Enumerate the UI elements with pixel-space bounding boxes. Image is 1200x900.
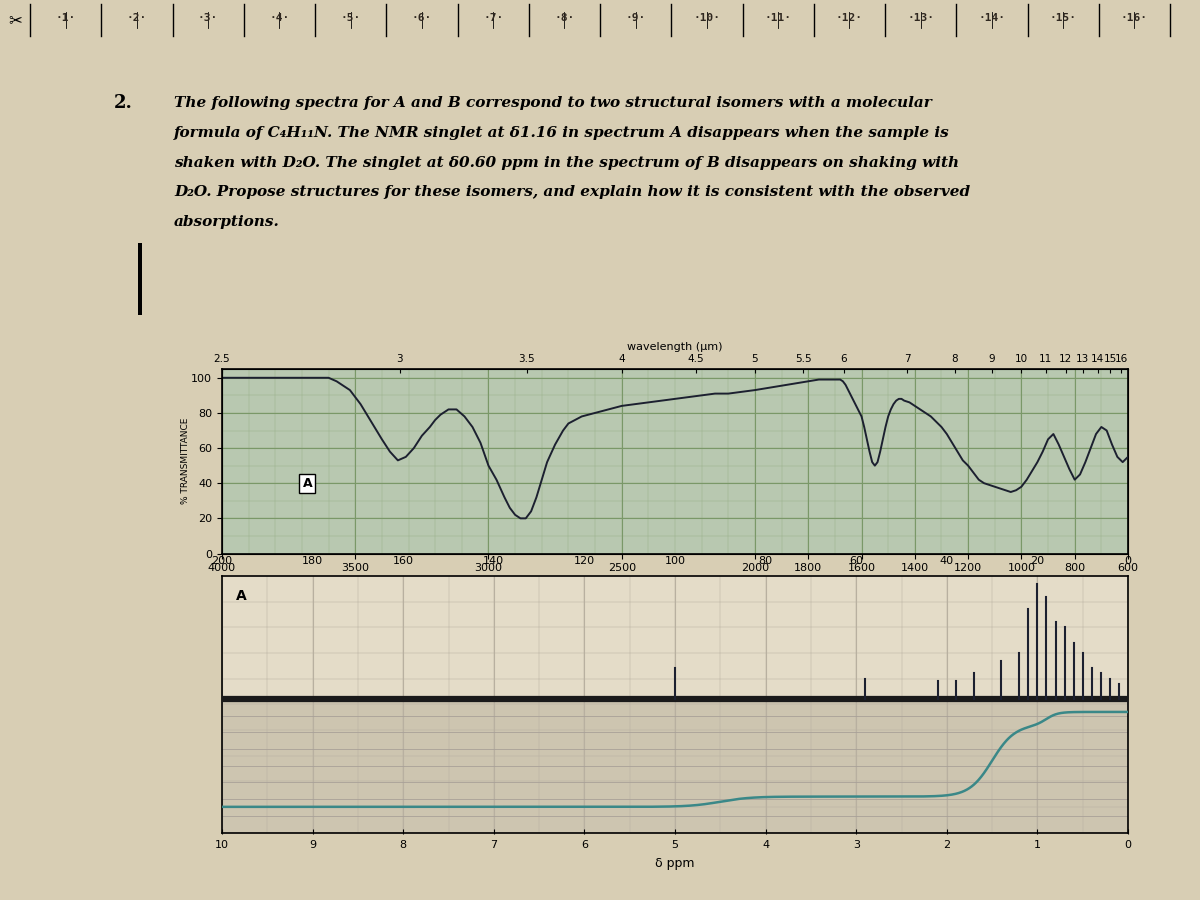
Text: 7: 7: [491, 840, 497, 850]
Text: shaken with D₂O. The singlet at δ0.60 ppm in the spectrum of B disappears on sha: shaken with D₂O. The singlet at δ0.60 pp…: [174, 156, 959, 170]
Text: ·4·: ·4·: [269, 14, 289, 23]
Text: absorptions.: absorptions.: [174, 215, 280, 230]
Text: ·3·: ·3·: [198, 14, 218, 23]
Text: 2.: 2.: [114, 94, 133, 112]
Text: δ ppm: δ ppm: [655, 858, 695, 870]
Text: ·13·: ·13·: [907, 14, 934, 23]
Text: ·6·: ·6·: [412, 14, 432, 23]
Text: A: A: [302, 477, 312, 490]
Text: ✂: ✂: [8, 11, 22, 29]
Text: 1: 1: [1034, 840, 1040, 850]
Text: 6: 6: [581, 840, 588, 850]
Text: ·8·: ·8·: [554, 14, 575, 23]
Bar: [222, 699, 1128, 833]
Text: ·16·: ·16·: [1121, 14, 1148, 23]
Text: 8: 8: [400, 840, 407, 850]
X-axis label: wavenumber (cm⁻¹): wavenumber (cm⁻¹): [616, 578, 734, 590]
Text: ·2·: ·2·: [127, 14, 148, 23]
Text: ·9·: ·9·: [625, 14, 646, 23]
Text: 2: 2: [943, 840, 950, 850]
Text: The following spectra for A and B correspond to two structural isomers with a mo: The following spectra for A and B corres…: [174, 96, 931, 111]
Text: 9: 9: [310, 840, 316, 850]
Text: ·12·: ·12·: [836, 14, 863, 23]
Text: D₂O. Propose structures for these isomers, and explain how it is consistent with: D₂O. Propose structures for these isomer…: [174, 185, 970, 200]
Text: 4: 4: [762, 840, 769, 850]
Text: formula of C₄H₁₁N. The NMR singlet at δ1.16 in spectrum A disappears when the sa: formula of C₄H₁₁N. The NMR singlet at δ1…: [174, 126, 949, 140]
Text: ·7·: ·7·: [482, 14, 503, 23]
Text: ·10·: ·10·: [694, 14, 720, 23]
Text: A: A: [235, 589, 246, 603]
Text: ·5·: ·5·: [341, 14, 361, 23]
Text: ·11·: ·11·: [764, 14, 792, 23]
Text: ·15·: ·15·: [1050, 14, 1076, 23]
Text: 10: 10: [215, 840, 229, 850]
Text: ·1·: ·1·: [55, 14, 76, 23]
Text: 0: 0: [1124, 840, 1132, 850]
Text: ·14·: ·14·: [978, 14, 1006, 23]
Y-axis label: % TRANSMITTANCE: % TRANSMITTANCE: [181, 418, 190, 504]
Text: 3: 3: [853, 840, 859, 850]
X-axis label: wavelength (μm): wavelength (μm): [628, 342, 722, 352]
Text: 5: 5: [672, 840, 678, 850]
